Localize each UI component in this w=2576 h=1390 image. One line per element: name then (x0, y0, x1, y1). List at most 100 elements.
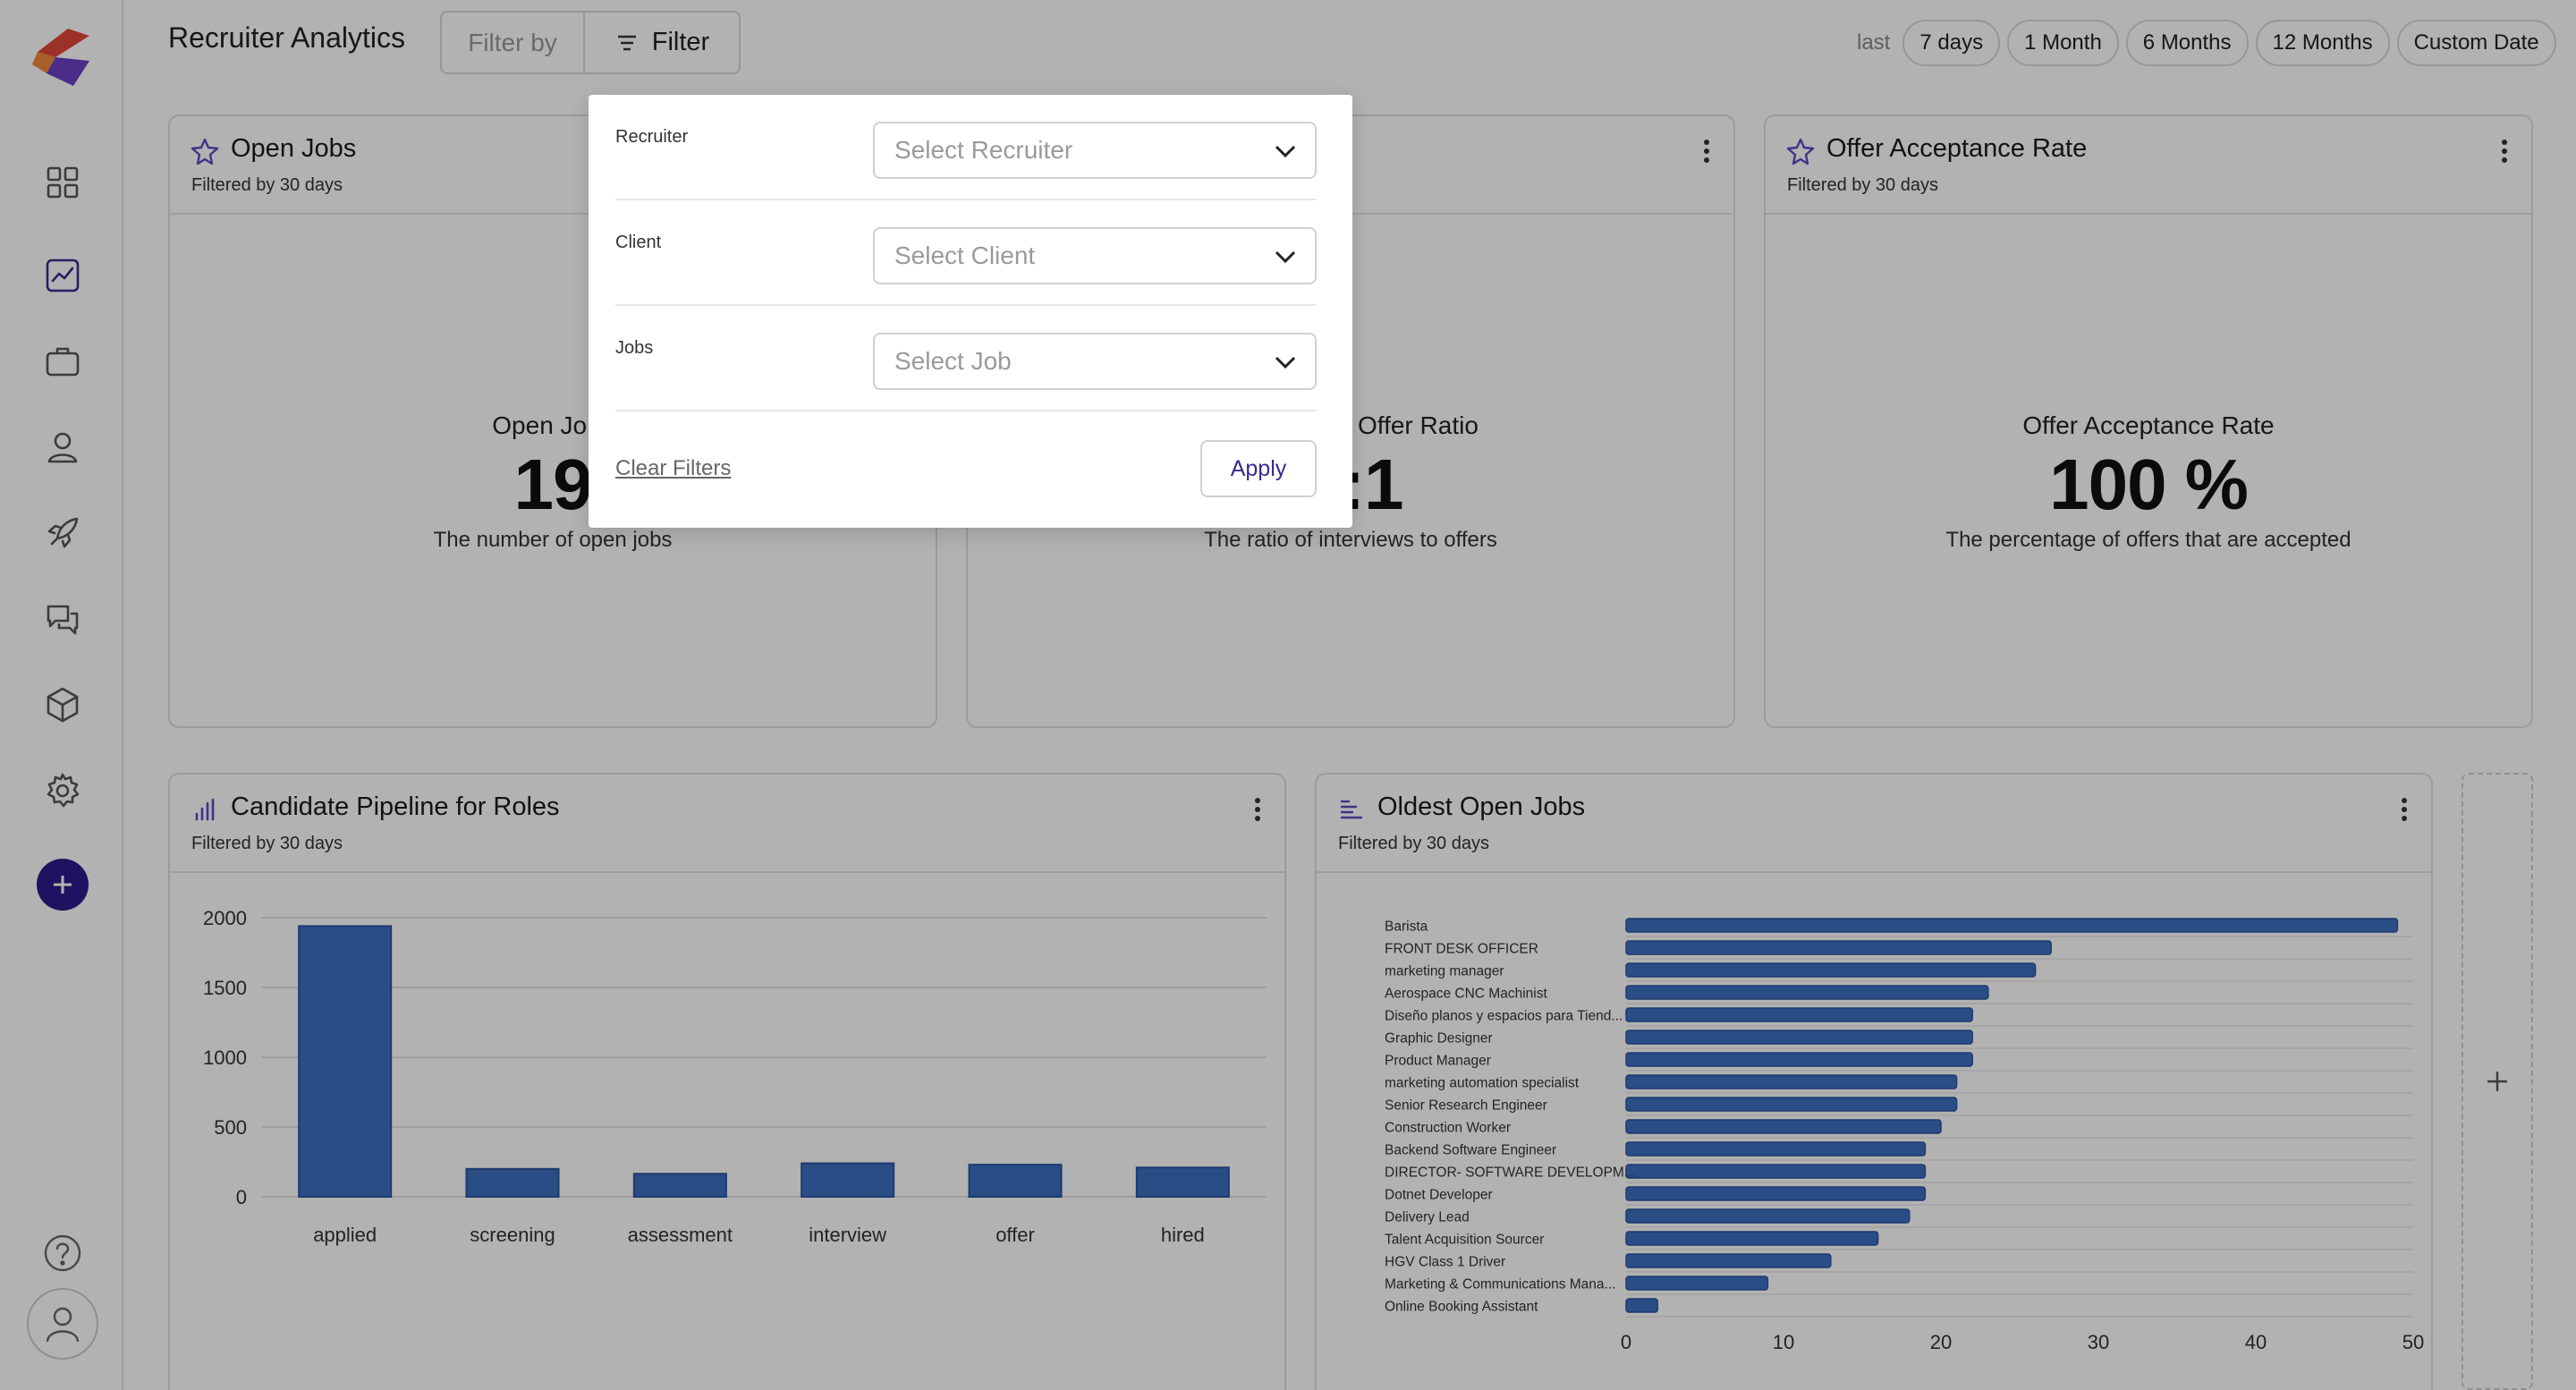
bar-row (1625, 1231, 1879, 1246)
filter-button[interactable]: Filter (585, 13, 739, 72)
x-tick-label: 50 (2402, 1331, 2424, 1353)
y-tick-label: Barista (1385, 920, 1428, 935)
x-tick-label: interview (809, 1224, 886, 1246)
bar-row (1625, 1298, 1658, 1313)
y-tick-label: Delivery Lead (1385, 1210, 1470, 1225)
bar-row (1625, 1052, 1973, 1067)
more-options-icon[interactable] (1698, 136, 1716, 166)
briefcase-icon[interactable] (36, 335, 89, 388)
y-tick-label: Backend Software Engineer (1385, 1143, 1556, 1158)
filter-lines-icon (617, 35, 636, 50)
y-tick-label: 2000 (203, 907, 247, 929)
y-tick-label: Dotnet Developer (1385, 1188, 1493, 1203)
card-subtitle: Filtered by 30 days (191, 834, 343, 853)
plus-icon[interactable] (37, 859, 89, 911)
settings-icon[interactable] (36, 764, 89, 818)
bar-row (1625, 1186, 1927, 1201)
bar-row (1625, 1007, 1973, 1022)
range-7-days[interactable]: 7 days (1902, 20, 2001, 66)
filter-by-label: Filter by (442, 13, 585, 72)
bar-row (1625, 1097, 1958, 1112)
x-tick-label: 40 (2245, 1331, 2267, 1353)
bar-row (1625, 1276, 1769, 1291)
metric-label: Offer Acceptance Rate (2022, 411, 2275, 439)
y-tick-label: FRONT DESK OFFICER (1385, 942, 1538, 957)
x-tick-label: assessment (628, 1224, 733, 1246)
bar-row (1625, 1253, 1832, 1268)
oldest-jobs-bar-chart: 0 10 20 30 40 50 Barista FRONT DESK OFFICER mark… (1385, 918, 2424, 1353)
y-tick-label: marketing automation specialist (1385, 1076, 1580, 1091)
range-1-month[interactable]: 1 Month (2007, 20, 2119, 66)
dashboard-icon[interactable] (36, 156, 89, 209)
user-icon[interactable] (36, 420, 89, 474)
rocket-icon[interactable] (36, 506, 89, 560)
y-tick-label: 500 (214, 1116, 247, 1139)
card-header: Oldest Open Jobs Filtered by 30 days (1317, 775, 2431, 873)
y-tick-label: Online Booking Assistant (1385, 1300, 1538, 1315)
range-custom-date[interactable]: Custom Date (2396, 20, 2556, 66)
bar-row (1625, 918, 2399, 933)
user-avatar-icon[interactable] (27, 1288, 98, 1360)
bar-offer (968, 1164, 1063, 1198)
range-6-months[interactable]: 6 Months (2125, 20, 2249, 66)
package-icon[interactable] (36, 678, 89, 732)
more-options-icon[interactable] (2395, 794, 2413, 825)
y-tick-label: Diseño planos y espacios para Tiend... (1385, 1009, 1623, 1024)
bar-row (1625, 1141, 1927, 1157)
y-tick-label: Product Manager (1385, 1054, 1491, 1069)
x-tick-label: 0 (1621, 1331, 1631, 1353)
recruiter-label: Recruiter (615, 127, 689, 147)
add-widget-button[interactable] (2462, 773, 2533, 1390)
jobs-select[interactable]: Select Job (873, 333, 1317, 390)
metric-value: 19 (513, 445, 593, 524)
more-options-icon[interactable] (2496, 136, 2513, 166)
horizontal-bars-icon (1340, 800, 1363, 819)
card-header: Open Jobs Filtered by 30 days (170, 116, 936, 215)
bar-row (1625, 962, 2037, 978)
client-filter-row: Client Select Client (615, 200, 1317, 306)
x-tick-label: applied (313, 1224, 377, 1246)
client-select-placeholder: Select Client (894, 242, 1036, 269)
chevron-down-icon (1275, 145, 1296, 158)
app-logo-icon[interactable] (29, 25, 95, 89)
bar-row (1625, 1074, 1958, 1089)
help-icon[interactable] (40, 1231, 85, 1276)
bar-row (1625, 1208, 1911, 1224)
bar-row (1625, 1030, 1973, 1045)
star-icon[interactable] (1785, 136, 1816, 166)
bar-row (1625, 1119, 1942, 1134)
y-tick-label: HGV Class 1 Driver (1385, 1255, 1505, 1270)
range-12-months[interactable]: 12 Months (2255, 20, 2390, 66)
bar-applied (298, 925, 393, 1199)
x-tick-label: hired (1161, 1224, 1205, 1246)
oldest-open-jobs-card: Oldest Open Jobs Filtered by 30 days 0 10… (1315, 773, 2433, 1390)
clear-filters-link[interactable]: Clear Filters (615, 456, 732, 480)
card-subtitle: Filtered by 30 days (1338, 834, 1489, 853)
card-title: Offer Acceptance Rate (1826, 134, 2088, 163)
recruiter-filter-row: Recruiter Select Recruiter (615, 95, 1317, 200)
bar-row (1625, 940, 2052, 955)
x-tick-label: 10 (1773, 1331, 1794, 1353)
analytics-icon[interactable] (36, 249, 89, 302)
card-subtitle: Filtered by 30 days (1787, 175, 1938, 195)
card-header: Offer Acceptance Rate Filtered by 30 day… (1766, 116, 2531, 215)
apply-button[interactable]: Apply (1200, 440, 1317, 497)
card-header: Candidate Pipeline for Roles Filtered by… (170, 775, 1284, 873)
y-tick-label: Senior Research Engineer (1385, 1098, 1547, 1114)
more-options-icon[interactable] (1249, 794, 1267, 825)
client-select[interactable]: Select Client (873, 227, 1317, 284)
jobs-label: Jobs (615, 338, 654, 358)
date-range-selector: last 7 days 1 Month 6 Months 12 Months C… (1857, 20, 2556, 66)
metric-description: The percentage of offers that are accept… (1945, 528, 2351, 552)
metric-description: The number of open jobs (433, 528, 673, 552)
filter-button-label: Filter (651, 28, 710, 56)
bar-assessment (632, 1173, 727, 1199)
recruiter-select[interactable]: Select Recruiter (873, 122, 1317, 179)
star-icon[interactable] (190, 136, 220, 166)
y-tick-label: 0 (236, 1186, 247, 1208)
chevron-down-icon (1275, 250, 1296, 264)
card-subtitle: Filtered by 30 days (191, 175, 343, 195)
chat-icon[interactable] (36, 592, 89, 646)
bar-row (1625, 1164, 1927, 1179)
sidebar (0, 0, 123, 1390)
